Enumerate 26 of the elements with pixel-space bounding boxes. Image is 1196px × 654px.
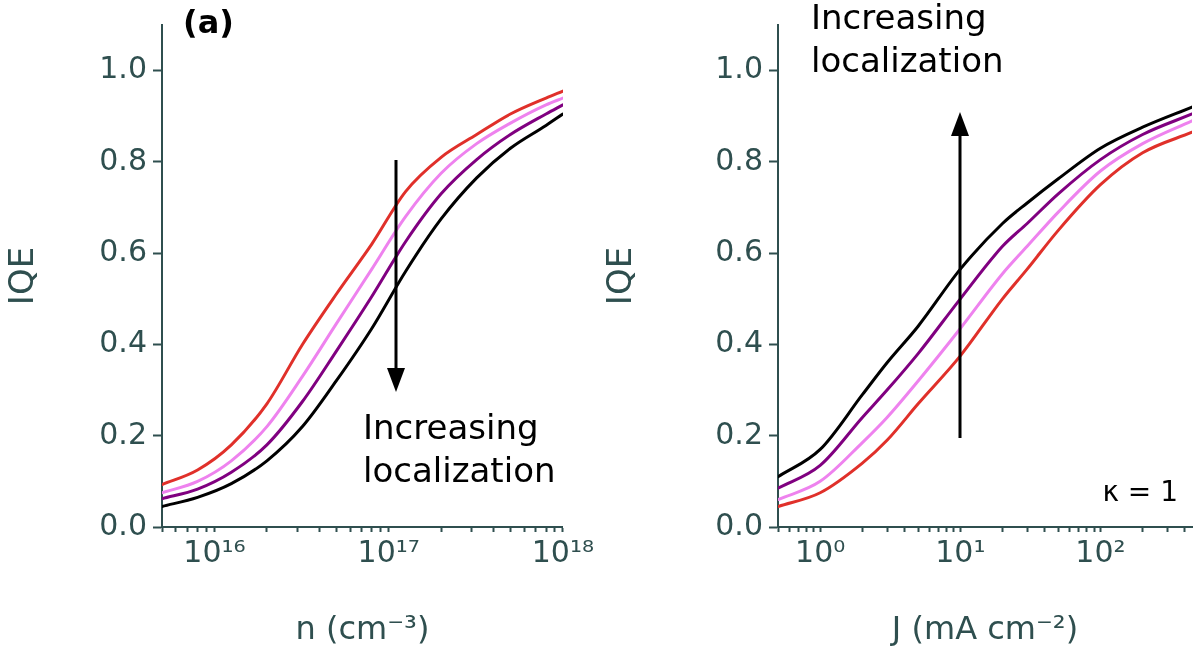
y-tick-label: 0.2 [99, 415, 147, 451]
y-tick-label: 0.6 [99, 232, 147, 268]
annotation: Increasing localization [363, 406, 557, 491]
y-axis-title: IQE [1, 246, 42, 306]
x-tick-label: 10¹⁶ [183, 533, 246, 569]
y-tick-label: 0.8 [715, 141, 763, 177]
x-tick-label: 10¹ [935, 533, 986, 569]
y-axis-title: IQE [599, 246, 640, 306]
y-tick-label: 0.6 [715, 232, 763, 268]
y-tick-label: 1.0 [715, 50, 763, 86]
y-tick-label: 0.4 [99, 324, 147, 360]
x-axis-title: J (mA cm⁻²) [889, 609, 1079, 648]
y-tick-label: 1.0 [99, 50, 147, 86]
x-tick-label: 10¹⁷ [357, 533, 420, 569]
x-tick-label: 10⁰ [795, 533, 846, 569]
annotation: Increasing localization [811, 0, 1005, 81]
x-axis-title: n (cm⁻³) [295, 609, 430, 648]
x-tick-label: 10¹⁸ [531, 533, 594, 569]
y-tick-label: 0.2 [715, 415, 763, 451]
x-tick-label: 10² [1075, 533, 1126, 569]
y-tick-label: 0.0 [715, 506, 763, 542]
annotation: (a) [183, 2, 235, 42]
annotation: κ = 1 [1101, 474, 1178, 509]
y-tick-label: 0.8 [99, 141, 147, 177]
y-tick-label: 0.4 [715, 324, 763, 360]
y-tick-label: 0.0 [99, 506, 147, 542]
